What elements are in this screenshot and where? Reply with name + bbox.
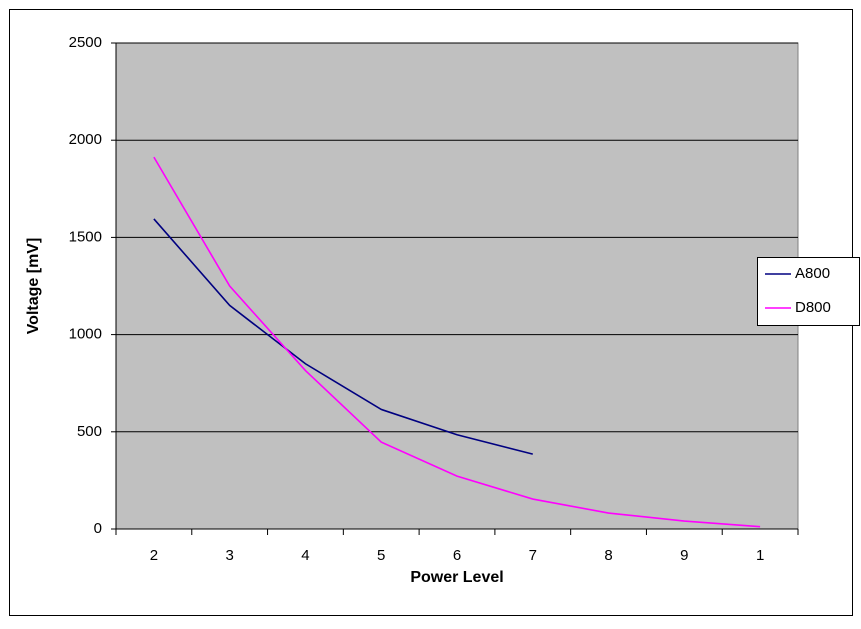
- x-tick-label: 9: [680, 547, 688, 564]
- x-tick-label: 4: [301, 547, 309, 564]
- legend-box: [757, 257, 860, 326]
- y-tick-label: 0: [94, 520, 102, 537]
- x-axis-title: Power Level: [410, 569, 503, 586]
- series-line: [153, 218, 533, 455]
- y-tick-label: 1000: [69, 326, 102, 343]
- y-tick-label: 2500: [69, 34, 102, 51]
- legend-label: D800: [795, 299, 831, 316]
- legend-label: A800: [795, 265, 830, 282]
- x-tick-label: 7: [529, 547, 537, 564]
- x-tick-label: 6: [453, 547, 461, 564]
- x-tick-label: 8: [604, 547, 612, 564]
- x-tick-label: 3: [225, 547, 233, 564]
- plot-area: [115, 42, 799, 530]
- y-axis-title: Voltage [mV]: [25, 238, 42, 335]
- y-tick-label: 500: [77, 423, 102, 440]
- y-tick-label: 2000: [69, 131, 102, 148]
- series-line: [153, 156, 761, 528]
- x-tick-label: 5: [377, 547, 385, 564]
- y-tick-label: 1500: [69, 228, 102, 245]
- x-tick-label: 2: [150, 547, 158, 564]
- x-tick-label: 1: [756, 547, 764, 564]
